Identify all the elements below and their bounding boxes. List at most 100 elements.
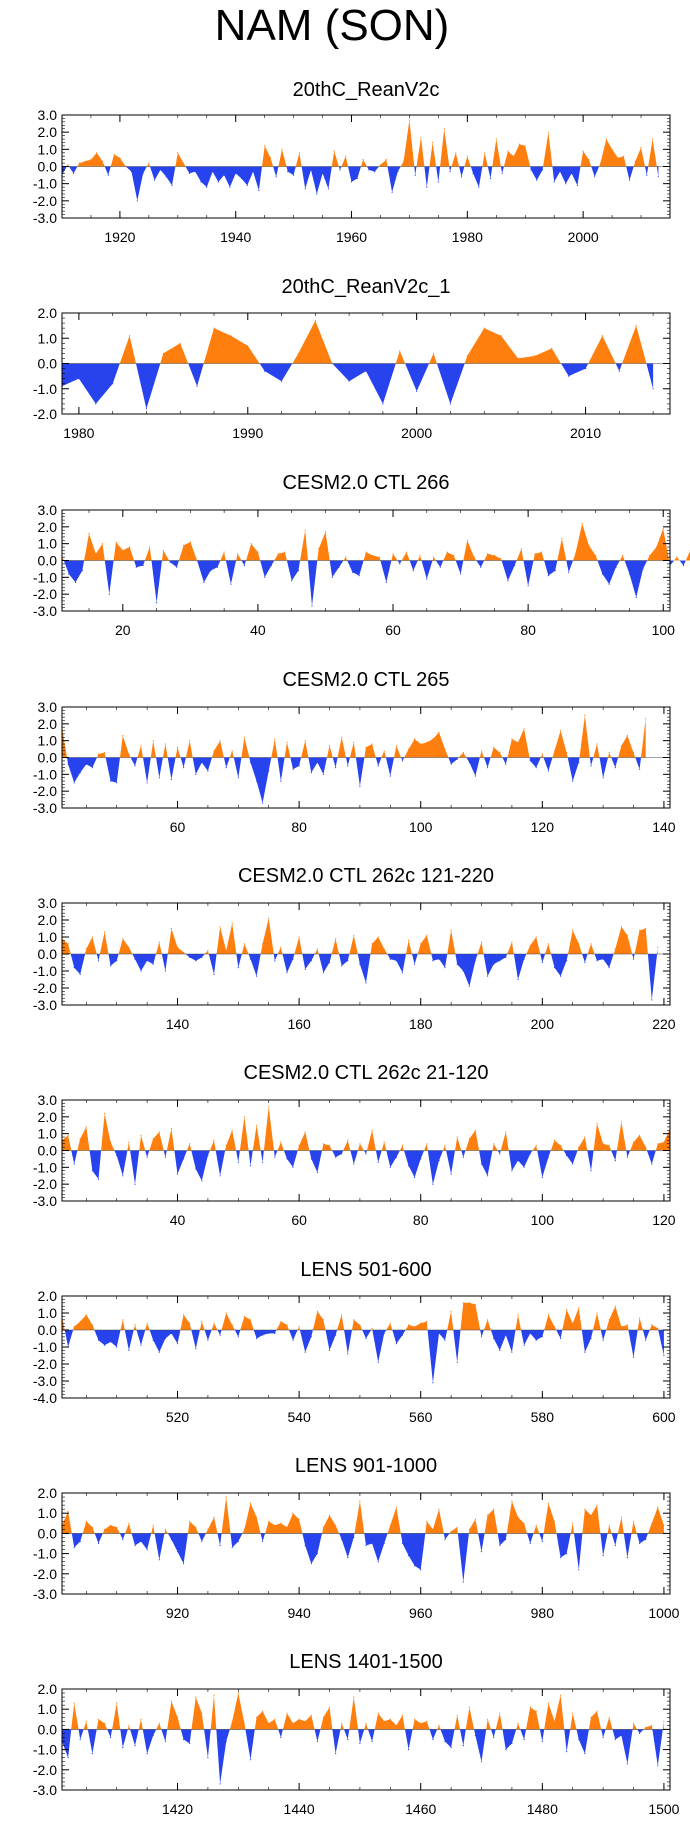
data-point: [657, 176, 660, 178]
data-point: [566, 1751, 568, 1753]
positive-area: [62, 1302, 664, 1330]
data-point: [316, 1171, 318, 1173]
data-point: [140, 970, 142, 972]
positive-area: [62, 1106, 670, 1151]
data-point: [547, 770, 550, 772]
x-tick-label: 1920: [104, 229, 135, 245]
data-point: [122, 549, 124, 552]
y-tick-label: -2.0: [33, 193, 57, 209]
data-point: [517, 1314, 519, 1316]
data-point: [256, 1516, 258, 1518]
data-point: [358, 575, 360, 577]
data-point: [438, 1332, 440, 1334]
data-point: [292, 1512, 294, 1514]
data-point: [530, 169, 532, 171]
data-point: [408, 1324, 410, 1326]
data-point: [450, 1747, 452, 1749]
data-point: [635, 596, 637, 599]
data-point: [663, 1141, 665, 1143]
data-point: [304, 1131, 306, 1133]
y-tick-label: 2.0: [38, 912, 58, 928]
data-point: [456, 1526, 458, 1528]
data-point: [377, 1161, 379, 1163]
data-point: [134, 1544, 136, 1547]
data-point: [284, 551, 286, 553]
data-point: [541, 1176, 543, 1178]
data-point: [635, 325, 637, 327]
data-point: [230, 583, 232, 585]
data-point: [310, 772, 312, 774]
x-tick-label: 960: [409, 1605, 433, 1621]
data-point: [316, 193, 318, 195]
data-point: [513, 155, 515, 157]
data-point: [517, 1516, 519, 1518]
data-point: [104, 1344, 106, 1346]
data-point: [240, 177, 243, 180]
data-point: [316, 761, 318, 764]
data-point: [559, 171, 561, 173]
data-point: [170, 1538, 172, 1541]
data-point: [651, 1163, 653, 1165]
data-point: [626, 1763, 629, 1765]
data-point: [79, 1540, 81, 1543]
data-point: [466, 155, 468, 157]
negative-area: [62, 1533, 664, 1582]
data-point: [140, 1344, 142, 1346]
data-point: [383, 1141, 385, 1143]
positive-area: [62, 523, 690, 561]
data-point: [523, 1166, 525, 1168]
negative-area: [62, 1330, 664, 1383]
data-point: [85, 1520, 87, 1522]
data-point: [505, 763, 507, 765]
y-tick-label: -3.0: [33, 1782, 57, 1798]
data-point: [487, 1514, 489, 1516]
data-point: [359, 1143, 361, 1145]
chart-title: CESM2.0 CTL 266: [282, 472, 449, 494]
data-point: [292, 768, 294, 770]
data-point: [487, 975, 489, 977]
data-point: [426, 186, 428, 188]
data-point: [91, 936, 93, 938]
data-point: [608, 1524, 610, 1526]
data-point: [572, 1712, 574, 1714]
data-point: [322, 1143, 324, 1145]
data-point: [547, 131, 550, 133]
data-point: [529, 1706, 531, 1708]
data-point: [298, 1718, 300, 1720]
y-tick-label: 2.0: [38, 716, 58, 732]
data-point: [547, 943, 550, 945]
data-point: [158, 1559, 160, 1561]
data-point: [541, 1740, 543, 1743]
data-point: [359, 1500, 361, 1502]
data-point: [327, 188, 329, 190]
data-point: [183, 951, 185, 953]
data-point: [206, 186, 208, 188]
data-point: [164, 970, 166, 972]
data-point: [462, 970, 464, 972]
data-point: [262, 1161, 264, 1163]
x-tick-label: 80: [520, 622, 536, 638]
data-point: [547, 1502, 550, 1504]
data-point: [553, 1326, 556, 1328]
data-point: [353, 1163, 355, 1165]
data-point: [136, 200, 138, 202]
data-point: [292, 1339, 294, 1341]
data-point: [310, 1714, 312, 1716]
data-point: [316, 1740, 318, 1743]
positive-area: [62, 1693, 664, 1730]
chart-title: 20thC_ReanV2c: [293, 79, 440, 101]
y-tick-label: 1.0: [38, 1505, 58, 1521]
data-point: [200, 181, 202, 183]
y-tick-label: -1.0: [33, 963, 57, 979]
data-point: [536, 179, 538, 181]
data-point: [426, 1143, 428, 1145]
data-point: [590, 1514, 592, 1516]
data-point: [280, 1320, 282, 1323]
data-point: [257, 551, 259, 553]
data-point: [142, 172, 144, 174]
data-point: [632, 1722, 635, 1724]
data-point: [128, 1724, 130, 1726]
data-point: [408, 1165, 410, 1167]
data-point: [602, 777, 604, 779]
data-point: [420, 1158, 422, 1160]
